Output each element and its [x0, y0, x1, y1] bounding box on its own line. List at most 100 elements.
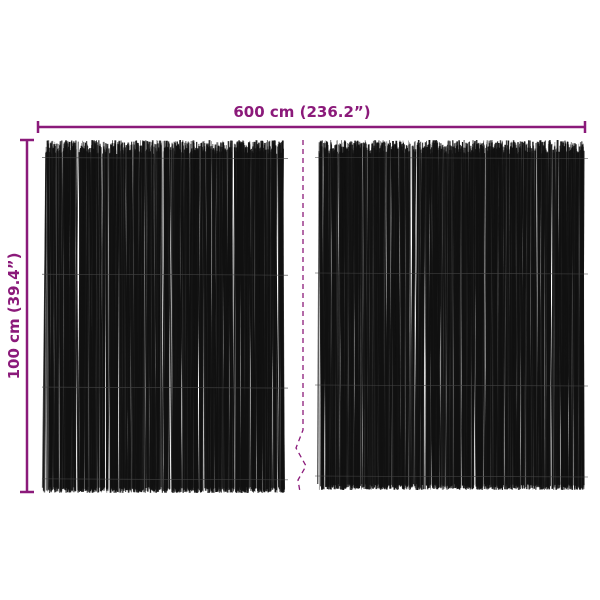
reed-stalk — [96, 153, 100, 493]
reed-stalk — [380, 140, 384, 488]
reed-stalk — [583, 146, 585, 490]
panel-separator-dashed-line — [295, 140, 307, 493]
reed-stalk — [570, 153, 574, 488]
reed-stalk — [191, 140, 196, 493]
reed-stalk — [164, 147, 169, 493]
reed-stalk — [72, 149, 77, 488]
reed-stalk — [515, 147, 520, 490]
reed-stalk — [502, 150, 508, 488]
reed-stalk — [142, 151, 147, 493]
reed-stalk — [332, 145, 337, 488]
reed-stalk — [457, 149, 461, 487]
reed-stalk — [124, 149, 127, 488]
reed-stalk — [53, 144, 58, 488]
reed-stalk — [478, 149, 481, 487]
reed-stalk — [327, 142, 332, 487]
reed-stalk — [502, 148, 507, 485]
binding-wire — [314, 157, 589, 159]
width-label: 600 cm (236.2”) — [233, 103, 370, 121]
reed-stalk — [175, 146, 180, 492]
reed-stalk — [120, 142, 124, 489]
reed-stalk — [415, 147, 420, 485]
reed-stalk — [555, 149, 561, 490]
reed-stalk — [556, 141, 563, 485]
reed-stalk — [481, 148, 486, 485]
reed-stalk — [177, 148, 180, 490]
reed-stalk — [361, 143, 366, 490]
reed-stalk — [453, 143, 459, 489]
reed-stalk — [372, 147, 378, 485]
reed-stalk — [342, 152, 346, 489]
reed-stalk — [347, 146, 352, 489]
reed-stalk — [161, 153, 167, 491]
reed-stalk — [434, 140, 438, 486]
reed-stalk — [99, 148, 103, 492]
reed-stalk — [57, 148, 59, 489]
reed-stalk — [484, 151, 490, 487]
reed-stalk — [520, 148, 525, 485]
reed-stalk — [580, 143, 584, 490]
reed-stalk — [439, 151, 445, 487]
reed-stalk — [273, 153, 278, 489]
reed-stalk — [426, 146, 430, 489]
reed-stalk — [203, 146, 209, 490]
reed-stalk — [172, 147, 175, 490]
reed-stalk — [151, 140, 155, 492]
reed-stalk — [80, 142, 85, 491]
reed-stalk — [428, 147, 433, 486]
reed-stalk — [316, 142, 321, 485]
reed-stalk — [576, 151, 581, 487]
reed-stalk — [175, 153, 180, 492]
reed-stalk — [456, 150, 460, 486]
reed-stalk — [173, 153, 176, 489]
reed-stalk — [439, 145, 444, 489]
reed-stalk — [417, 149, 423, 489]
reed-stalk — [374, 140, 377, 486]
reed-stalk — [522, 144, 528, 489]
reed-stalk — [350, 149, 353, 488]
reed-stalk — [73, 144, 79, 493]
reed-stalk — [238, 142, 245, 492]
reed-stalk — [537, 146, 540, 486]
reed-stalk — [151, 145, 154, 492]
reed-stalk — [482, 141, 488, 486]
reed-stalk — [233, 147, 240, 491]
reed-stalk — [224, 153, 231, 490]
right-reed-panel — [314, 139, 589, 491]
reed-stalk — [466, 151, 472, 490]
reed-stalk — [280, 142, 284, 489]
reed-stalk — [568, 149, 572, 486]
reed-stalk — [403, 151, 408, 489]
reed-stalk — [91, 153, 94, 490]
reed-stalk — [514, 151, 520, 489]
reed-stalk — [134, 150, 140, 488]
reed-stalk — [406, 145, 411, 490]
reed-stalk — [238, 143, 241, 489]
reed-stalk — [212, 148, 215, 490]
reed-stalk — [154, 149, 157, 493]
reed-stalk — [88, 153, 92, 491]
binding-wire — [41, 273, 289, 276]
binding-wire — [41, 157, 289, 159]
reed-stalk — [178, 149, 181, 493]
reed-stalk — [447, 148, 449, 489]
reed-stalk — [473, 151, 479, 488]
reed-stalk — [156, 140, 161, 492]
reed-stalk — [398, 141, 402, 486]
reed-stalk — [236, 145, 239, 489]
reed-stalk — [226, 139, 232, 488]
reed-stalk — [111, 148, 115, 491]
reed-stalk — [75, 140, 80, 491]
reed-stalk — [340, 153, 345, 490]
reed-stalk — [574, 151, 579, 489]
reed-stalk — [216, 143, 223, 489]
reed-stalk — [399, 141, 404, 487]
reed-stalk — [263, 142, 266, 491]
reed-stalk — [136, 146, 139, 493]
reed-stalk — [446, 145, 451, 487]
reed-stalk — [498, 150, 502, 489]
reed-stalk — [170, 146, 173, 493]
reed-stalk — [83, 148, 89, 490]
reed-stalk — [459, 146, 463, 489]
